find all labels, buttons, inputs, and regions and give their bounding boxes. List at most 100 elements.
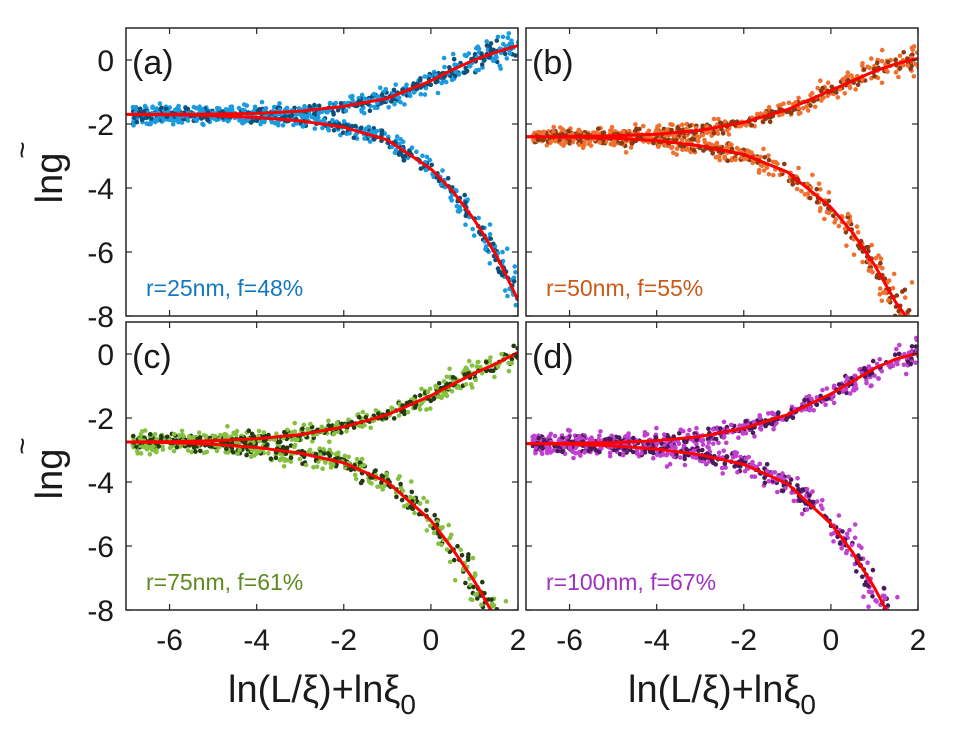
scatter-point bbox=[506, 31, 512, 36]
scatter-point bbox=[772, 470, 778, 475]
scatter-point bbox=[555, 448, 560, 454]
scatter-point bbox=[720, 471, 725, 476]
scatter-point bbox=[760, 119, 766, 125]
scatter-point bbox=[896, 351, 902, 357]
scatter-point bbox=[139, 117, 145, 123]
scatter-point bbox=[487, 222, 493, 227]
scatter-point bbox=[424, 508, 429, 513]
scatter-point bbox=[369, 129, 375, 134]
scatter-point bbox=[423, 167, 429, 173]
scatter-point bbox=[424, 407, 429, 412]
scatter-point bbox=[161, 118, 166, 123]
scatter-point bbox=[750, 160, 755, 166]
y-tick-label: 0 bbox=[97, 339, 114, 372]
scatter-point bbox=[641, 123, 646, 129]
scatter-point bbox=[225, 424, 230, 429]
scatter-point bbox=[301, 422, 307, 428]
scatter-point bbox=[252, 104, 258, 110]
scatter-point bbox=[292, 429, 298, 434]
scatter-point bbox=[444, 547, 450, 552]
scatter-point bbox=[174, 444, 180, 450]
scatter-point bbox=[449, 77, 455, 83]
scatter-point bbox=[417, 501, 423, 506]
scatter-point bbox=[503, 631, 508, 636]
y-tick-label: -4 bbox=[87, 467, 114, 500]
scatter-point bbox=[271, 104, 277, 110]
scatter-point bbox=[893, 57, 898, 62]
panel-annotation: r=100nm, f=67% bbox=[546, 569, 716, 595]
scatter-point bbox=[566, 128, 571, 134]
scatter-point bbox=[394, 494, 399, 500]
scatter-point bbox=[335, 107, 341, 113]
scatter-point bbox=[843, 387, 849, 392]
scatter-point bbox=[840, 529, 845, 534]
scatter-point bbox=[473, 377, 479, 383]
scatter-point bbox=[396, 413, 402, 418]
scatter-point bbox=[419, 401, 425, 406]
scatter-point bbox=[493, 612, 498, 617]
scatter-point bbox=[343, 108, 349, 114]
scatter-point bbox=[885, 603, 891, 608]
scatter-point bbox=[729, 146, 735, 152]
scatter-point bbox=[597, 140, 602, 145]
x-tick-label: 2 bbox=[510, 624, 527, 657]
scatter-points bbox=[530, 44, 918, 316]
scatter-point bbox=[757, 415, 763, 421]
scatter-point bbox=[517, 675, 522, 680]
scatter-point bbox=[757, 461, 763, 467]
scatter-point bbox=[844, 531, 850, 537]
scatter-point bbox=[591, 130, 596, 135]
scatter-point bbox=[836, 382, 842, 387]
scatter-point bbox=[218, 432, 223, 438]
scatter-point bbox=[148, 121, 153, 127]
scatter-point bbox=[796, 105, 801, 111]
y-axis-title-bottom: lng ~ bbox=[6, 437, 71, 499]
scatter-point bbox=[784, 417, 789, 422]
scatter-point bbox=[837, 541, 843, 546]
scatter-point bbox=[486, 616, 491, 621]
scatter-point bbox=[390, 97, 396, 103]
scatter-point bbox=[915, 668, 920, 673]
scatter-point bbox=[808, 92, 813, 98]
scatter-point bbox=[766, 104, 772, 110]
scatter-point bbox=[152, 448, 157, 453]
scatter-point bbox=[681, 428, 686, 434]
scatter-point bbox=[743, 456, 748, 462]
scatter-point bbox=[861, 594, 866, 599]
scatter-point bbox=[886, 612, 891, 617]
x-tick-label: -6 bbox=[156, 624, 183, 657]
scatter-point bbox=[331, 128, 337, 133]
scatter-point bbox=[409, 479, 414, 484]
y-tick-label: -6 bbox=[87, 531, 114, 564]
scatter-point bbox=[505, 293, 510, 299]
scatter-point bbox=[346, 417, 351, 423]
scatter-point bbox=[246, 428, 252, 434]
scatter-point bbox=[852, 522, 858, 527]
scatter-point bbox=[360, 409, 366, 415]
scatter-point bbox=[596, 126, 601, 131]
scatter-point bbox=[199, 116, 204, 121]
scatter-point bbox=[488, 368, 494, 374]
scatter-point bbox=[350, 97, 355, 102]
scatter-point bbox=[794, 186, 800, 192]
scatter-point bbox=[876, 253, 881, 258]
scatter-point bbox=[824, 386, 830, 391]
scatter-point bbox=[419, 386, 424, 392]
scatter-point bbox=[911, 74, 917, 79]
scatter-point bbox=[492, 374, 497, 380]
scatter-point bbox=[504, 246, 510, 252]
scatter-point bbox=[463, 69, 469, 75]
scatter-point bbox=[840, 389, 845, 394]
scatter-point bbox=[498, 623, 503, 628]
scatter-point bbox=[633, 122, 638, 127]
scatter-point bbox=[312, 126, 318, 131]
scatter-point bbox=[893, 70, 899, 75]
scatter-point bbox=[775, 489, 780, 495]
scatter-point bbox=[425, 389, 431, 395]
scatter-point bbox=[496, 621, 501, 626]
scatter-point bbox=[330, 423, 335, 428]
scatter-point bbox=[308, 421, 313, 427]
scatter-point bbox=[626, 431, 631, 436]
scatter-point bbox=[873, 598, 878, 603]
scatter-point bbox=[458, 547, 464, 553]
